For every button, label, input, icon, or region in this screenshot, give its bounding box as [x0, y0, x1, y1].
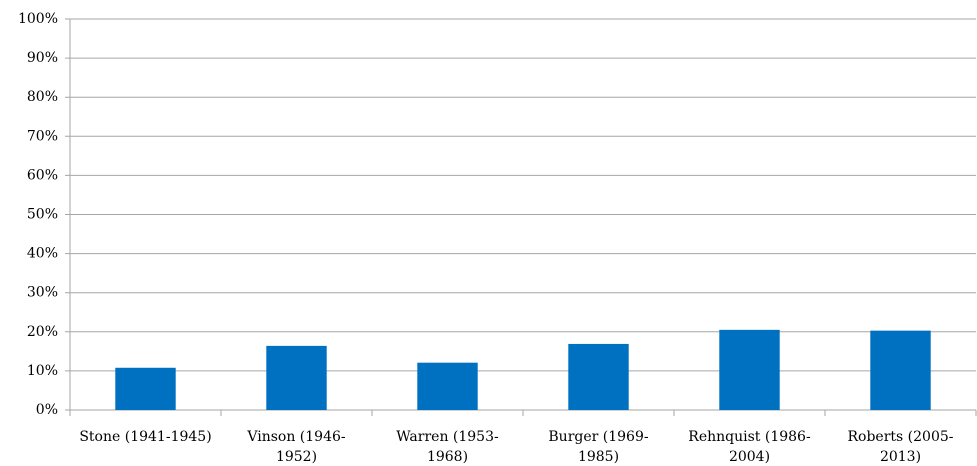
- bar: [266, 345, 327, 410]
- y-tick-label: 80%: [27, 89, 58, 105]
- bar: [568, 343, 629, 410]
- x-tick-label: Warren (1953-1968): [396, 429, 499, 465]
- y-tick-label: 0%: [36, 402, 58, 418]
- y-tick-label: 100%: [18, 11, 58, 27]
- y-tick-label: 20%: [27, 324, 58, 340]
- y-tick-label: 10%: [27, 363, 58, 379]
- y-tick-label: 30%: [27, 285, 58, 301]
- x-tick-label: Vinson (1946-1952): [246, 429, 346, 465]
- x-tick-label: Roberts (2005-2013): [848, 429, 954, 465]
- bar: [115, 367, 176, 410]
- y-tick-label: 50%: [27, 207, 58, 223]
- bar: [417, 362, 478, 410]
- x-tick-label: Burger (1969-1985): [548, 429, 648, 465]
- x-tick-label: Rehnquist (1986-2004): [688, 429, 811, 465]
- bar: [719, 329, 780, 410]
- y-tick-label: 70%: [27, 128, 58, 144]
- bar: [870, 330, 931, 410]
- x-tick-label: Stone (1941-1945): [79, 429, 211, 445]
- y-tick-label: 90%: [27, 50, 58, 66]
- y-tick-label: 60%: [27, 167, 58, 183]
- y-tick-label: 40%: [27, 246, 58, 262]
